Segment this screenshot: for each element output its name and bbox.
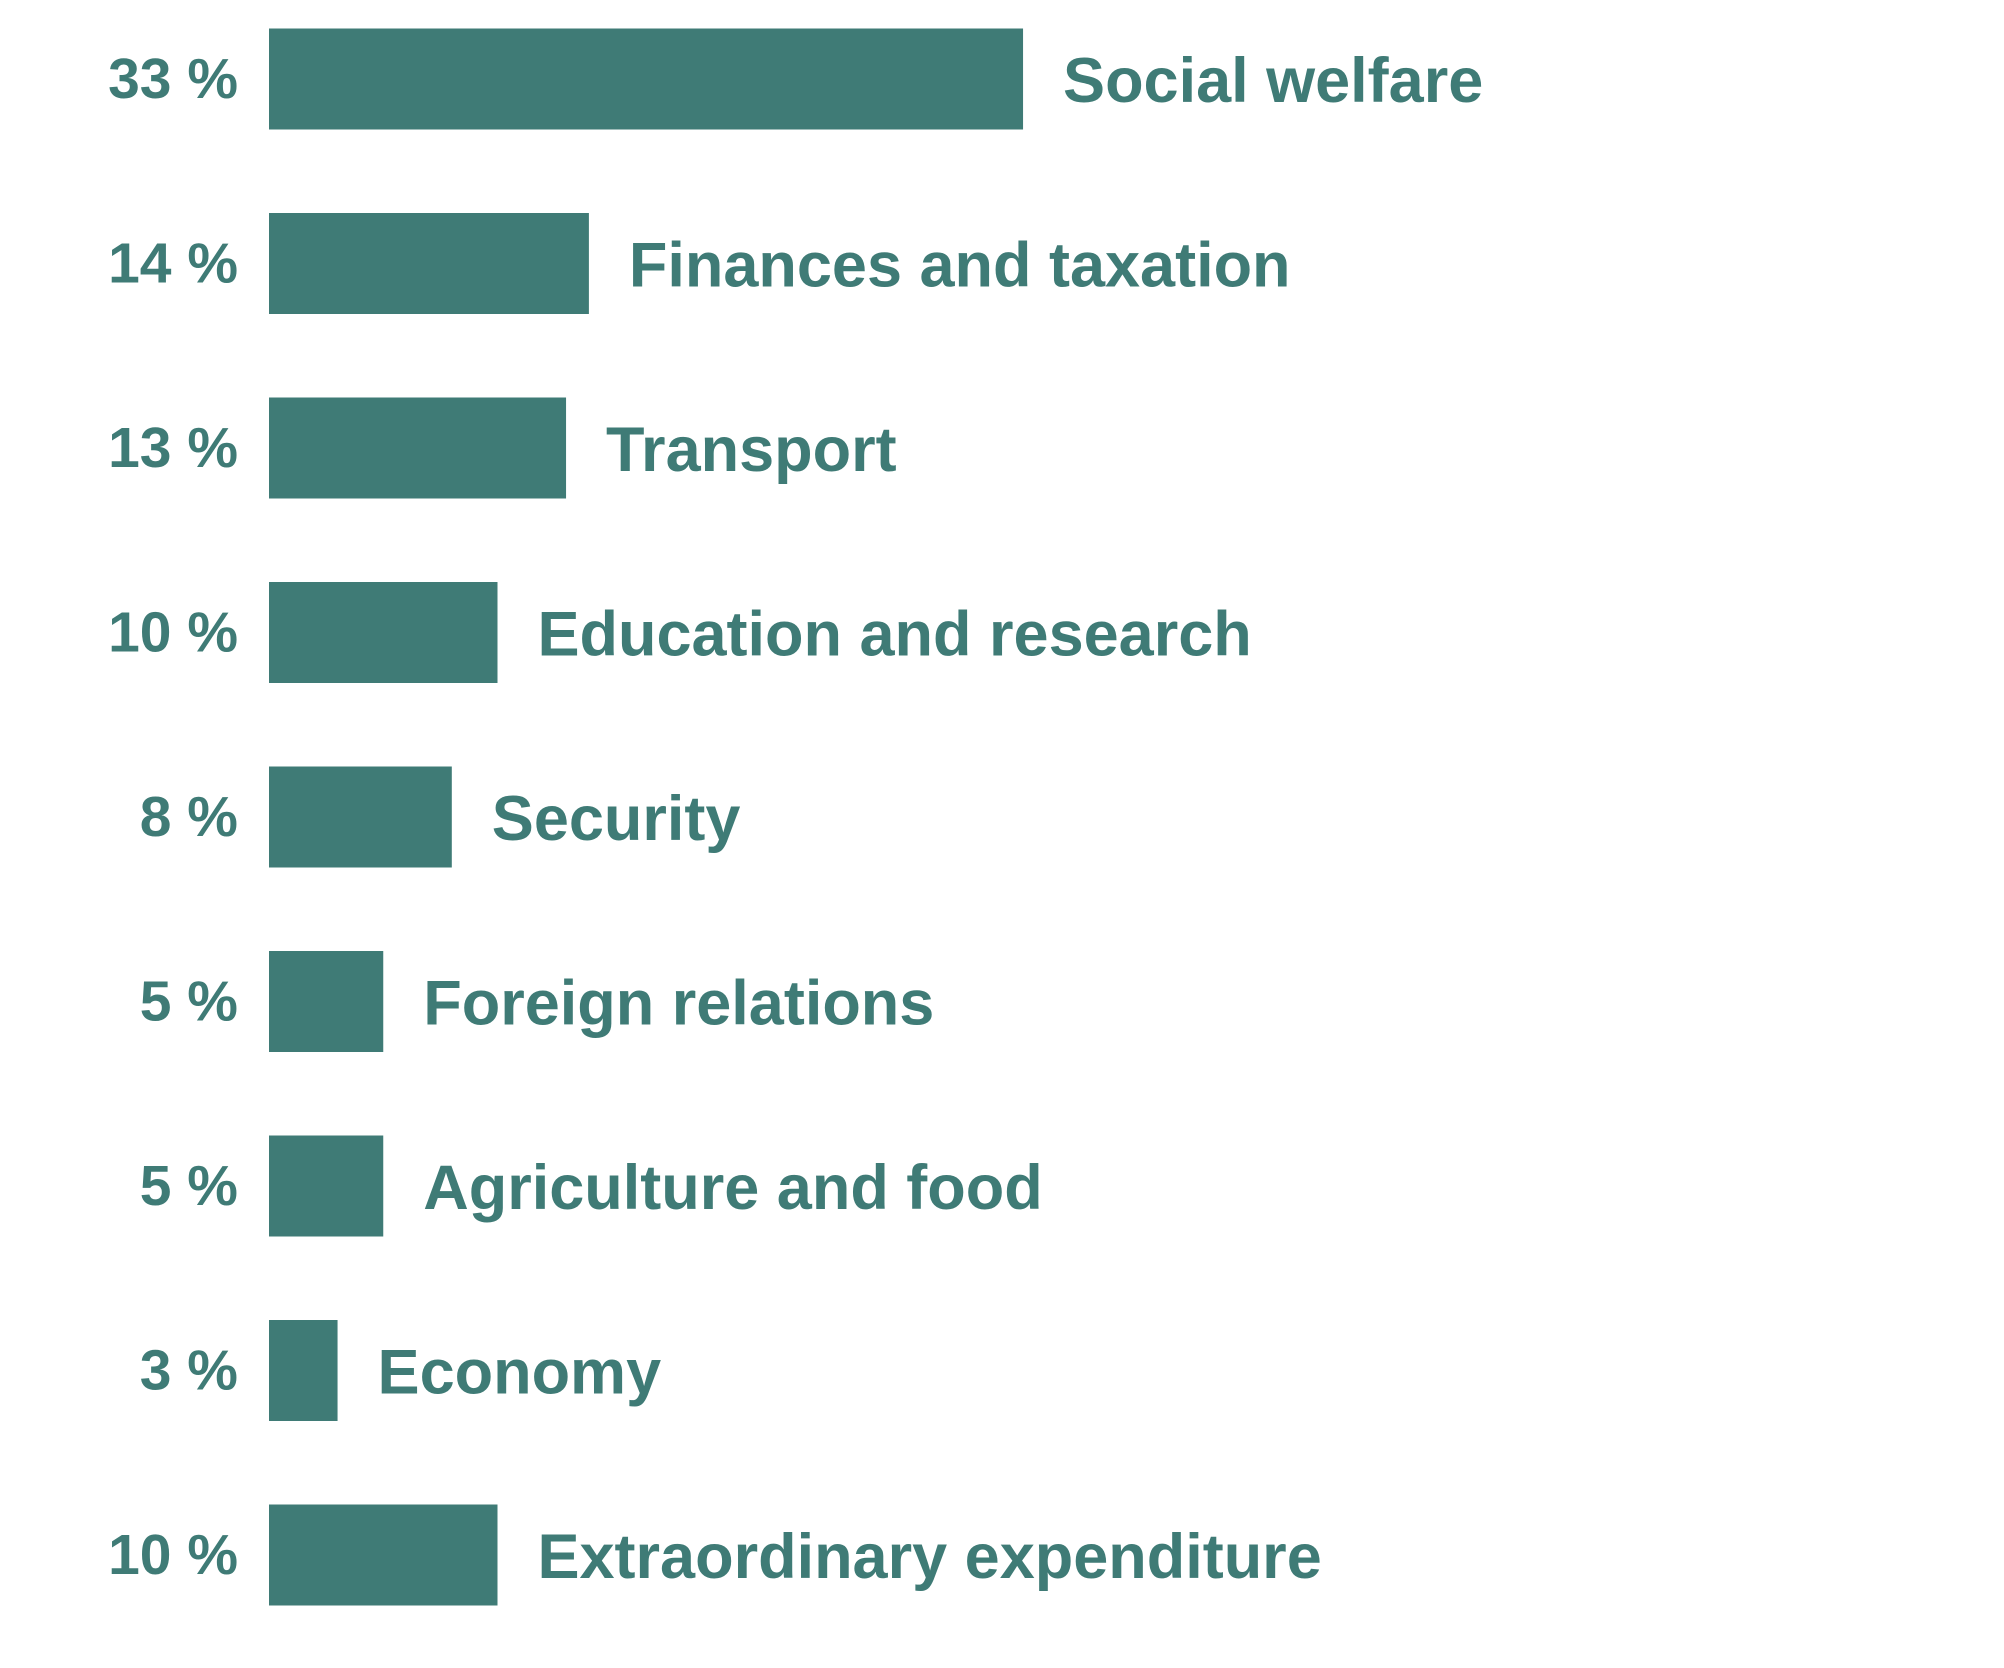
value-label: 8 % xyxy=(140,785,238,849)
category-label: Economy xyxy=(378,1338,662,1408)
bar-row: 8 % Security xyxy=(140,766,741,868)
bar xyxy=(269,397,567,499)
category-label: Finances and taxation xyxy=(629,231,1291,301)
bar-row: 5 % Agriculture and food xyxy=(140,1135,1043,1237)
value-label: 14 % xyxy=(108,232,238,296)
value-label: 3 % xyxy=(140,1339,238,1403)
category-label: Social welfare xyxy=(1063,46,1483,116)
bar-row: 10 % Extraordinary expenditure xyxy=(108,1504,1322,1606)
category-label: Transport xyxy=(606,415,897,485)
bar xyxy=(269,1320,338,1421)
bar xyxy=(269,766,452,868)
bar-row: 3 % Economy xyxy=(140,1320,661,1421)
bar-row: 13 % Transport xyxy=(108,397,897,499)
category-label: Extraordinary expenditure xyxy=(538,1522,1322,1592)
bar xyxy=(269,951,384,1052)
value-label: 10 % xyxy=(108,601,238,665)
value-label: 5 % xyxy=(140,970,238,1034)
value-label: 33 % xyxy=(108,47,238,111)
bar xyxy=(269,28,1024,130)
category-label: Agriculture and food xyxy=(423,1153,1042,1223)
bars-layer: 33 % Social welfare 14 % Finances and taxat… xyxy=(108,28,1483,1606)
value-label: 13 % xyxy=(108,416,238,480)
bar-row: 14 % Finances and taxation xyxy=(108,213,1291,314)
bar xyxy=(269,1504,498,1606)
bar-row: 33 % Social welfare xyxy=(108,28,1483,130)
value-label: 10 % xyxy=(108,1523,238,1587)
category-label: Security xyxy=(492,784,741,854)
bar-row: 5 % Foreign relations xyxy=(140,951,934,1052)
bar xyxy=(269,582,498,683)
bar-row: 10 % Education and research xyxy=(108,582,1252,683)
category-label: Foreign relations xyxy=(423,969,934,1039)
bar xyxy=(269,213,589,314)
category-label: Education and research xyxy=(538,600,1252,670)
value-label: 5 % xyxy=(140,1154,238,1218)
bar xyxy=(269,1135,384,1237)
